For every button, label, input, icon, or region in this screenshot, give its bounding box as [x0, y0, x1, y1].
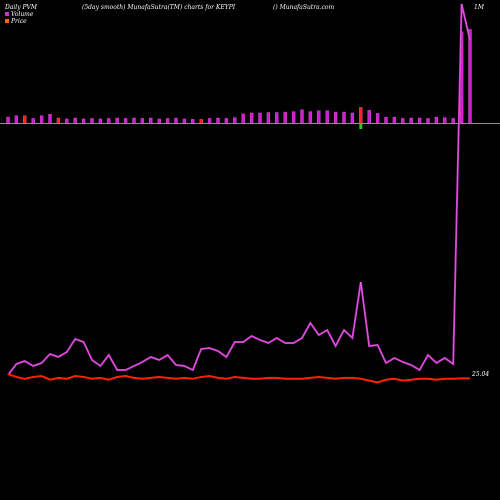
price-line — [7, 373, 470, 384]
volume-bar — [39, 115, 44, 124]
volume-bar — [14, 115, 19, 124]
volume-bar — [23, 115, 27, 124]
volume-bar — [207, 118, 212, 124]
volume-bar — [31, 118, 35, 124]
volume-bar — [333, 111, 338, 124]
volume-bar — [367, 110, 371, 124]
volume-bar — [140, 118, 145, 124]
volume-bar — [182, 118, 187, 124]
volume-bar — [123, 118, 128, 124]
volume-bar — [216, 117, 220, 124]
volume-bar — [249, 112, 254, 124]
volume-bar — [350, 112, 355, 124]
volume-bar — [417, 117, 422, 124]
pvm-line — [7, 3, 471, 376]
volume-bar-negative — [359, 124, 363, 129]
volume-bar — [451, 118, 455, 124]
volume-bar — [384, 116, 388, 124]
volume-bar — [65, 118, 69, 124]
volume-bar — [132, 117, 136, 124]
volume-bar — [157, 118, 161, 124]
volume-bar — [392, 116, 397, 124]
volume-bar — [224, 118, 229, 124]
volume-bar — [291, 111, 296, 124]
volume-bar — [199, 119, 203, 124]
volume-bar — [275, 112, 279, 124]
volume-bar — [359, 107, 363, 124]
volume-bar — [375, 113, 380, 124]
pvm-line-core — [7, 3, 471, 376]
volume-bar — [401, 118, 405, 124]
volume-bar — [434, 116, 439, 124]
volume-bar — [81, 118, 86, 124]
legend-volume-label: Volume — [11, 11, 34, 18]
volume-bar — [73, 117, 77, 124]
volume-bar — [48, 114, 52, 124]
volume-bar — [409, 117, 413, 124]
volume-bar — [300, 109, 304, 124]
legend-volume-swatch — [5, 12, 9, 16]
legend-price-label: Price — [10, 18, 27, 25]
volume-bar — [266, 112, 271, 124]
price-last-label: 25.04 — [471, 371, 489, 378]
volume-bar — [283, 111, 287, 124]
header-right: () MunafaSutra.com — [273, 4, 335, 11]
header-left: Daily PVM — [4, 4, 38, 11]
volume-bar — [149, 117, 153, 124]
legend-price-swatch — [5, 19, 9, 23]
volume-bar — [317, 110, 321, 124]
volume-bar — [241, 113, 245, 124]
volume-bar — [56, 117, 61, 124]
volume-bar — [191, 119, 195, 124]
volume-bar — [115, 117, 119, 124]
volume-bar — [443, 117, 447, 124]
volume-bar — [308, 111, 313, 124]
volume-bar — [90, 118, 94, 124]
volume-bar — [174, 117, 178, 124]
volume-bars — [6, 29, 472, 129]
volume-bar — [258, 112, 262, 124]
volume-bar — [426, 118, 430, 124]
volume-bar — [233, 117, 237, 124]
volume-bar — [468, 29, 472, 124]
volume-bar — [165, 118, 170, 124]
volume-bar — [107, 118, 111, 124]
volume-bar — [6, 116, 10, 124]
volume-bar — [342, 111, 346, 124]
header-center: (5day smooth) MunafaSutra(TM) charts for… — [82, 4, 236, 11]
volume-top-label: 1M — [474, 4, 485, 11]
volume-bar — [325, 110, 329, 124]
volume-bar — [98, 118, 103, 124]
